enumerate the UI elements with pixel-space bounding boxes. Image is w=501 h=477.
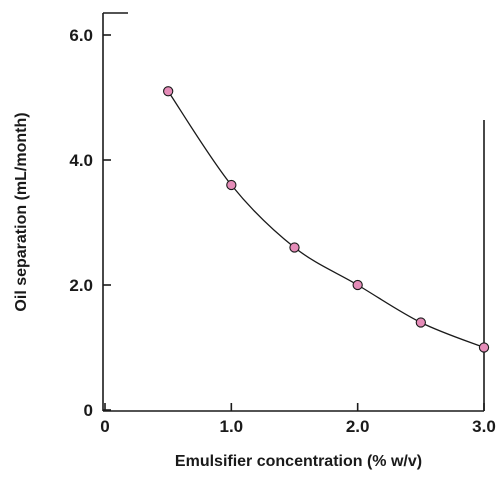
- data-point: [415, 317, 426, 328]
- y-tick-label: 6.0: [69, 26, 93, 45]
- y-axis-ticks: 0 2.0 4.0 6.0: [69, 26, 111, 420]
- x-tick-label: 1.0: [220, 417, 244, 436]
- x-tick-label: 3.0: [472, 417, 496, 436]
- y-tick-label: 2.0: [69, 276, 93, 295]
- data-point: [289, 242, 300, 253]
- data-point: [163, 86, 174, 97]
- x-axis-ticks: 0 1.0 2.0 3.0: [100, 403, 496, 436]
- data-point: [226, 179, 237, 191]
- data-point: [352, 279, 363, 291]
- y-tick-label: 4.0: [69, 151, 93, 170]
- x-axis-title: Emulsifier concentration (% w/v): [175, 453, 422, 470]
- plot-frame: [102, 12, 485, 412]
- data-points: [163, 86, 490, 353]
- y-tick-label: 0: [84, 401, 93, 420]
- data-point: [478, 342, 490, 353]
- x-tick-label: 0: [100, 417, 109, 436]
- y-axis-title: Oil separation (mL/month): [13, 112, 30, 311]
- trend-line: [167, 90, 485, 349]
- x-tick-label: 2.0: [346, 417, 370, 436]
